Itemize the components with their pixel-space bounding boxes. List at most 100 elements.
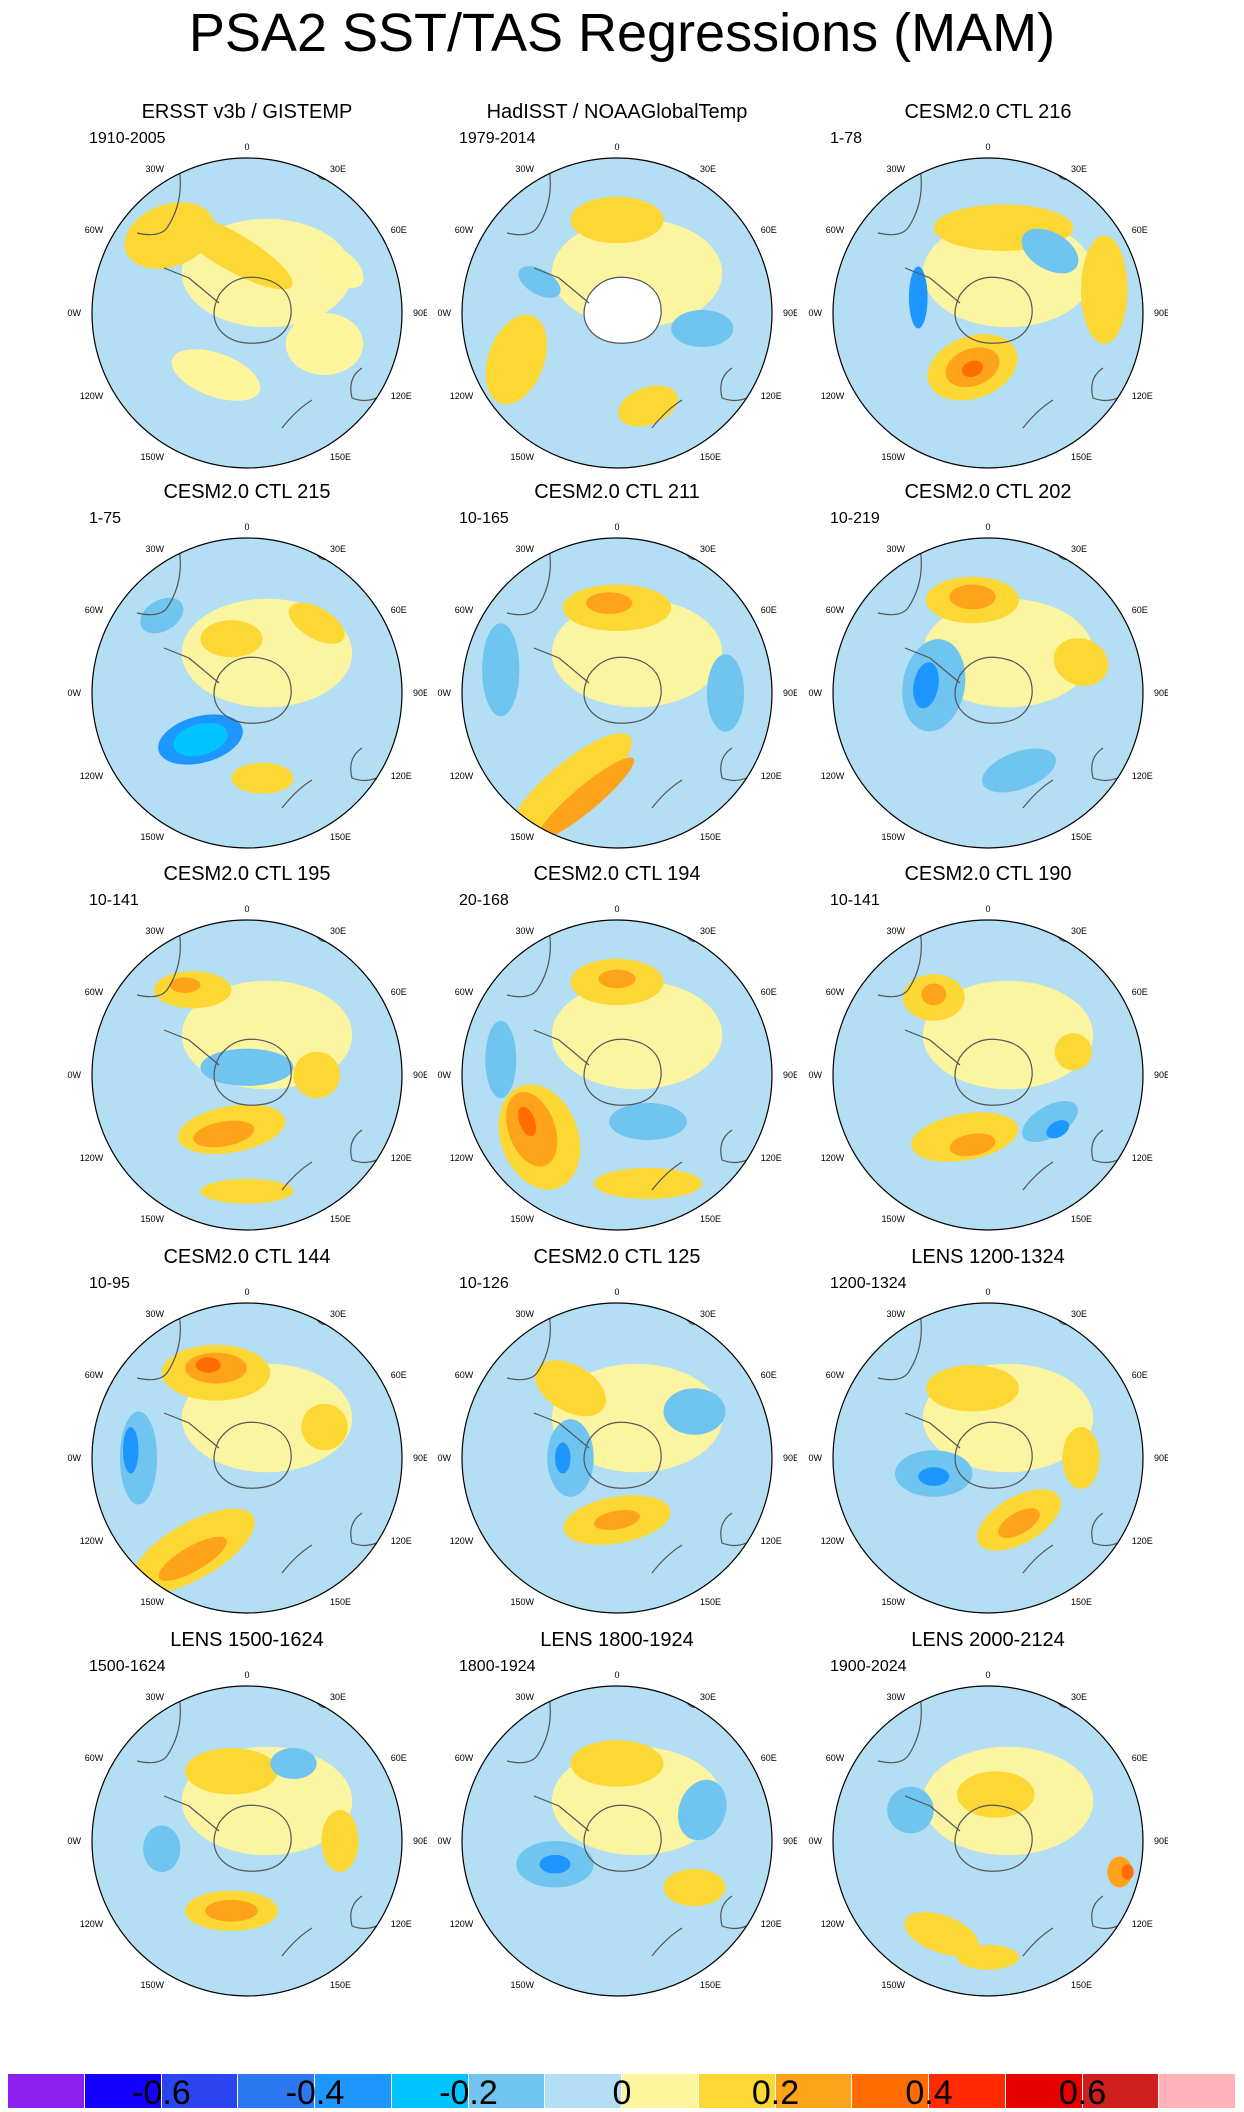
longitude-label: 120W — [821, 1153, 845, 1163]
longitude-label: 150E — [1071, 1980, 1092, 1990]
panel-title: CESM2.0 CTL 194 — [533, 863, 701, 885]
panel-title: HadISST / NOAAGlobalTemp — [486, 101, 748, 123]
anomaly-contour — [173, 722, 228, 757]
longitude-label: 0 — [244, 1670, 249, 1680]
colorbar-swatch — [1159, 2074, 1235, 2108]
antarctica-coastline — [583, 656, 662, 724]
longitude-label: 30W — [515, 164, 534, 174]
longitude-label: 30E — [700, 544, 716, 554]
new-zealand-coastline — [281, 1544, 313, 1574]
longitude-label: 90W — [808, 1453, 822, 1463]
anomaly-contour — [1054, 1033, 1092, 1071]
longitude-label: 0 — [614, 904, 619, 914]
longitude-label: 150W — [140, 832, 164, 842]
longitude-label: 150E — [330, 1214, 351, 1224]
longitude-label: 60E — [391, 1753, 407, 1763]
south-america-coastline — [877, 158, 922, 236]
longitude-label: 90E — [783, 308, 797, 318]
longitude-label: 120E — [761, 1919, 782, 1929]
map-border — [91, 1302, 403, 1614]
longitude-label: 120W — [450, 1536, 474, 1546]
anomaly-contour — [185, 1748, 278, 1795]
longitude-label: 120W — [821, 1919, 845, 1929]
longitude-label: 90E — [413, 308, 427, 318]
polar-map: 030E60E90E120E150E180150W120W90W60W30W — [808, 522, 1168, 849]
longitude-label: 150W — [140, 452, 164, 462]
longitude-label: 120E — [1132, 1919, 1153, 1929]
colorbar-tick-label: 0 — [612, 2074, 632, 2112]
anomaly-contour — [485, 1020, 517, 1099]
longitude-label: 90W — [437, 1453, 451, 1463]
colorbar-swatch — [8, 2074, 84, 2108]
longitude-label: 0 — [985, 142, 990, 152]
map-panel: LENS 1500-1624030E60E90E120E150E180150W1… — [67, 1628, 427, 2003]
colorbar-swatch — [238, 2074, 314, 2108]
longitude-label: 60W — [85, 1370, 104, 1380]
longitude-label: 120E — [1132, 1536, 1153, 1546]
period-label: 1900-2024 — [830, 1658, 907, 1675]
map-panel: CESM2.0 CTL 125030E60E90E120E150E180150W… — [437, 1245, 797, 1620]
colorbar-swatch — [698, 2074, 775, 2108]
peninsula-coastline — [163, 267, 220, 304]
longitude-label: 150W — [140, 1214, 164, 1224]
longitude-label: 150W — [140, 1597, 164, 1607]
polar-map: 030E60E90E120E150E180150W120W90W60W30W — [437, 904, 797, 1231]
longitude-label: 30E — [1071, 926, 1087, 936]
anomaly-contour — [1062, 1427, 1100, 1489]
longitude-label: 0 — [985, 522, 990, 532]
longitude-label: 150E — [1071, 1597, 1092, 1607]
anomaly-contour — [1107, 1856, 1133, 1888]
colorbar-swatch — [852, 2074, 928, 2108]
map-border — [832, 537, 1144, 849]
peninsula-coastline — [904, 647, 961, 684]
anomaly-contour — [158, 1536, 227, 1581]
panel-title: CESM2.0 CTL 202 — [904, 481, 1072, 503]
colorbar-swatch — [391, 2074, 468, 2108]
map-panel: CESM2.0 CTL 144030E60E90E120E150E180150W… — [67, 1245, 427, 1620]
longitude-label: 90E — [783, 1836, 797, 1846]
longitude-label: 150E — [330, 1980, 351, 1990]
antarctica-coastline — [954, 1804, 1033, 1872]
longitude-label: 30W — [515, 1309, 534, 1319]
anomaly-contour — [949, 1133, 996, 1157]
colorbar-tick-label: -0.2 — [439, 2074, 498, 2112]
anomaly-contour — [663, 1388, 726, 1435]
longitude-label: 90E — [783, 1070, 797, 1080]
longitude-label: 90E — [413, 1836, 427, 1846]
anomaly-contour — [913, 662, 939, 709]
longitude-label: 120W — [80, 1919, 104, 1929]
colorbar-tick-label: 0.2 — [751, 2074, 800, 2112]
anomaly-contour — [485, 314, 547, 405]
anomaly-contour — [949, 584, 996, 610]
period-label: 10-165 — [459, 510, 509, 527]
longitude-label: 150E — [1071, 1214, 1092, 1224]
south-america-coastline — [136, 1303, 181, 1381]
south-america-coastline — [877, 538, 922, 616]
longitude-label: 120E — [391, 391, 412, 401]
longitude-label: 60E — [761, 987, 777, 997]
period-label: 10-126 — [459, 1275, 509, 1292]
peninsula-coastline — [904, 1412, 961, 1449]
new-zealand-coastline — [1022, 1927, 1054, 1957]
map-border — [91, 157, 403, 469]
longitude-label: 120W — [821, 1536, 845, 1546]
anomaly-contour — [598, 969, 636, 989]
longitude-label: 30W — [145, 164, 164, 174]
new-zealand-coastline — [651, 399, 683, 429]
longitude-label: 60E — [391, 1370, 407, 1380]
longitude-label: 120E — [761, 771, 782, 781]
longitude-label: 60W — [455, 225, 474, 235]
polar-map: 030E60E90E120E150E180150W120W90W60W30W — [808, 904, 1168, 1231]
longitude-label: 90E — [1154, 1453, 1168, 1463]
longitude-label: 150W — [881, 452, 905, 462]
south-america-coastline — [136, 1686, 181, 1764]
colorbar-tick-label: 0.6 — [1058, 2074, 1107, 2112]
longitude-label: 90W — [437, 688, 451, 698]
map-panel: CESM2.0 CTL 195030E60E90E120E150E180150W… — [67, 862, 427, 1237]
longitude-label: 150W — [510, 1597, 534, 1607]
antarctica-coastline — [954, 656, 1033, 724]
anomaly-contour — [195, 1357, 221, 1373]
longitude-label: 60W — [455, 1753, 474, 1763]
longitude-label: 30E — [1071, 1309, 1087, 1319]
panel-title: ERSST v3b / GISTEMP — [141, 101, 353, 123]
